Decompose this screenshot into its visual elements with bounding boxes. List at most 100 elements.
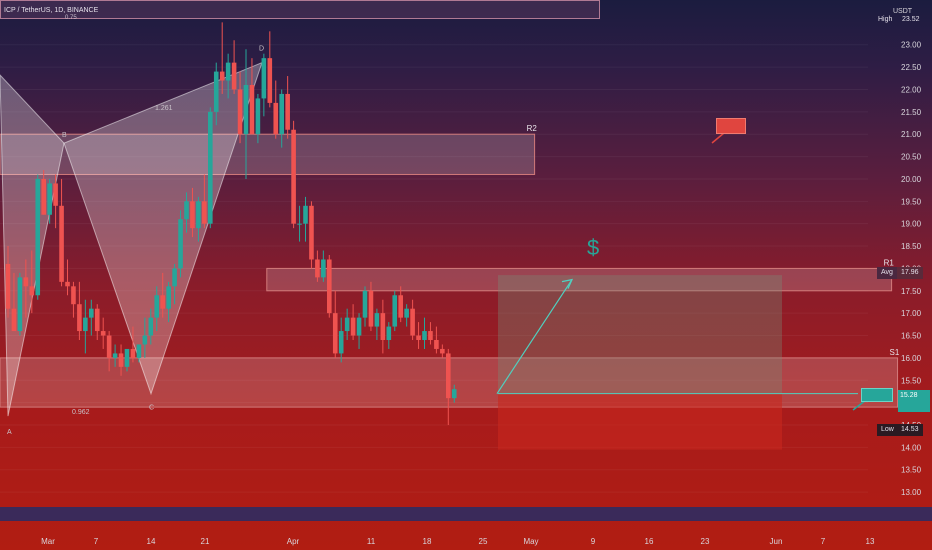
candle-body (219, 71, 225, 81)
candle-body (350, 317, 356, 336)
price-tick-label: 19.50 (901, 197, 922, 206)
candle-body (124, 348, 130, 367)
candle-body (136, 344, 142, 358)
high-tag: High (878, 16, 893, 23)
candle-body (172, 268, 177, 287)
profit-zone (498, 275, 782, 394)
candle-body (178, 219, 183, 269)
time-axis: Mar 7 14 21 Apr 11 18 25 May 9 16 23 Jun 7 13 (41, 537, 875, 546)
candle-body (225, 62, 231, 81)
candle-body (154, 295, 160, 318)
zone-r1 (266, 267, 893, 292)
callout-note-red[interactable] (716, 118, 746, 134)
zone-label-r1: R1 (884, 258, 895, 267)
candle-body (267, 58, 273, 103)
candle-body (166, 286, 171, 309)
price-tick-label: 22.50 (901, 63, 922, 72)
candle-body (338, 331, 344, 354)
price-tick-label: 21.50 (901, 108, 922, 117)
candle-body (53, 183, 58, 206)
current-price-badge: 15.28 (898, 390, 930, 412)
candle-body (404, 308, 409, 318)
time-tick-label: 9 (591, 537, 596, 546)
time-tick-label: 25 (479, 537, 488, 546)
price-tick-label: 17.00 (901, 309, 922, 318)
candle-body (130, 348, 136, 358)
price-tick-label: 23.00 (901, 41, 922, 50)
time-tick-label: 16 (645, 537, 654, 546)
candle-body (303, 205, 308, 224)
price-tick-label: 18.50 (901, 242, 922, 251)
candle-body (374, 313, 380, 327)
candle-body (344, 317, 350, 332)
candle-body (106, 335, 112, 358)
candle-body (428, 331, 433, 340)
candle-body (362, 290, 368, 318)
callout-note-teal[interactable] (861, 388, 893, 402)
candle-body (255, 98, 261, 135)
price-tick-label: 13.00 (901, 488, 922, 497)
symbol-title: ICP / TetherUS, 1D, BINANCE (4, 7, 99, 14)
price-tick-label: 17.50 (901, 287, 922, 296)
time-tick-label: 18 (423, 537, 432, 546)
candle-body (208, 111, 213, 224)
candle-body (434, 340, 439, 349)
high-value: 23.52 (902, 16, 920, 23)
pattern-point-a: A (7, 429, 12, 436)
candle-body (446, 353, 451, 399)
candle-body (440, 348, 445, 354)
time-tick-label: 7 (94, 537, 99, 546)
candle-body (29, 286, 35, 296)
price-tick-label: 13.50 (901, 466, 922, 475)
candle-body (213, 71, 219, 112)
pattern-point-b: B (62, 132, 67, 139)
candle-body (100, 331, 106, 336)
candle-body (398, 295, 403, 318)
candle-body (160, 295, 165, 309)
zone-r2 (0, 133, 536, 175)
price-tick-label: 20.00 (901, 175, 922, 184)
price-tick-label: 16.00 (901, 354, 922, 363)
candle-body (190, 201, 195, 229)
time-tick-label: Mar (41, 537, 55, 546)
candle-body (148, 317, 154, 336)
candle-body (5, 263, 11, 309)
candle-body (17, 277, 23, 332)
candle-body (89, 308, 94, 318)
candle-body (356, 317, 362, 336)
candle-body (321, 259, 326, 278)
candle-body (94, 308, 100, 332)
time-tick-label: 21 (201, 537, 210, 546)
candle-body (59, 205, 64, 282)
candle-body (386, 326, 392, 340)
price-tick-label: 15.50 (901, 376, 922, 385)
callout-pointer-red (711, 132, 725, 144)
price-tick-label: 19.00 (901, 220, 922, 229)
price-tick-label: 20.50 (901, 153, 922, 162)
projection-arrow (496, 279, 573, 395)
candle-body (35, 178, 41, 296)
candle-body (285, 93, 290, 130)
time-tick-label: May (523, 537, 538, 546)
low-value: 14.53 (897, 424, 923, 436)
candle-body (315, 259, 320, 278)
candle-body (249, 85, 255, 135)
candle-body (237, 89, 243, 135)
candle-body (309, 205, 314, 260)
candle-body (416, 335, 421, 340)
currency-label: USDT (893, 8, 913, 15)
price-tick-label: 21.00 (901, 130, 922, 139)
candle-body (71, 286, 76, 305)
price-tick-label: 14.00 (901, 443, 922, 452)
candle-body (380, 313, 386, 340)
time-tick-label: Apr (287, 537, 300, 546)
candle-body (41, 178, 46, 215)
pattern-ratio-2: 0.962 (72, 409, 90, 416)
candle-body (118, 353, 124, 367)
pattern-ratio-1: 1.261 (155, 105, 173, 112)
volume-strip (0, 507, 932, 521)
candle-body (142, 335, 148, 345)
zone-label-s1: S1 (890, 348, 900, 357)
